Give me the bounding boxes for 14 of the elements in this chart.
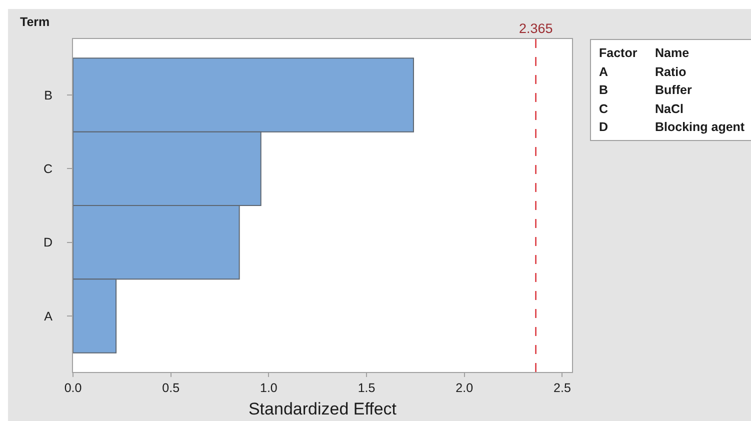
x-tick-label: 1.5 (358, 381, 376, 395)
x-tick-label: 0.0 (64, 381, 82, 395)
factor-table: Factor Name A Ratio B Buffer C NaCl D Blocking agent (590, 39, 751, 140)
y-tick-label: B (44, 88, 52, 102)
y-tick-label: D (43, 236, 52, 250)
x-axis-title: Standardized Effect (248, 399, 397, 418)
y-tick-label: C (43, 162, 52, 176)
y-tick-label: A (44, 309, 54, 324)
x-tick-label: 1.0 (260, 381, 278, 395)
x-tick-label: 0.5 (162, 381, 180, 395)
y-axis-title: Term (20, 15, 50, 29)
x-tick-label: 2.0 (456, 381, 474, 395)
x-tick-label: 2.5 (554, 381, 571, 395)
ref-line-label: 2.365 (519, 21, 553, 36)
